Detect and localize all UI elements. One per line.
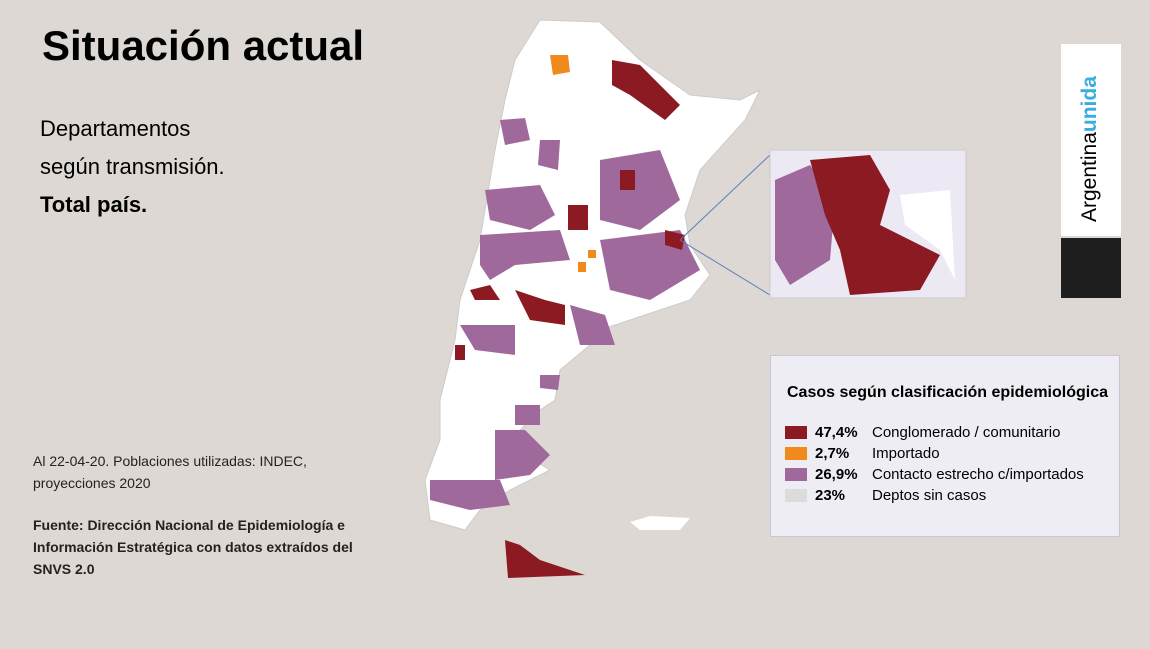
legend-item: 47,4% Conglomerado / comunitario xyxy=(785,422,1060,442)
source: Fuente: Dirección Nacional de Epidemiolo… xyxy=(33,517,353,577)
legend-label: Conglomerado / comunitario xyxy=(872,423,1061,441)
legend-share: 23% xyxy=(815,486,846,504)
legend-share: 47,4% xyxy=(815,423,858,441)
legend-label: Importado xyxy=(872,444,940,462)
brand-word: Argentina xyxy=(1078,132,1101,222)
subtitle-line: Departamentos xyxy=(40,116,191,141)
legend-share: 26,9% xyxy=(815,465,858,483)
subtitle-line: según transmisión. xyxy=(40,154,225,179)
legend-label: Contacto estrecho c/importados xyxy=(872,465,1084,483)
legend-swatch xyxy=(785,488,807,502)
brand-emblem xyxy=(1061,238,1121,298)
legend-title: Casos según clasificación epidemiológica xyxy=(787,384,1108,401)
legend-label: Deptos sin casos xyxy=(872,486,987,504)
brand-panel xyxy=(1061,44,1121,236)
title: Situación actual xyxy=(42,22,365,69)
subtitle: Departamentos según transmisión. Total p… xyxy=(40,110,225,224)
legend-swatch xyxy=(785,446,807,460)
legend-item: 23% Deptos sin casos xyxy=(785,485,986,505)
legend-swatch xyxy=(785,467,807,481)
legend-item: 2,7% Importado xyxy=(785,443,940,463)
note: Al 22-04-20. Poblaciones utilizadas: IND… xyxy=(33,453,307,491)
legend-item: 26,9% Contacto estrecho c/importados xyxy=(785,464,1084,484)
legend-swatch xyxy=(785,425,807,439)
brand-word: unida xyxy=(1078,76,1101,133)
brand-text: Argentinaunida xyxy=(1078,76,1102,222)
legend: Casos según clasificación epidemiológica… xyxy=(770,355,1120,537)
legend-share: 2,7% xyxy=(815,444,850,462)
subtitle-line: Total país. xyxy=(40,192,148,217)
